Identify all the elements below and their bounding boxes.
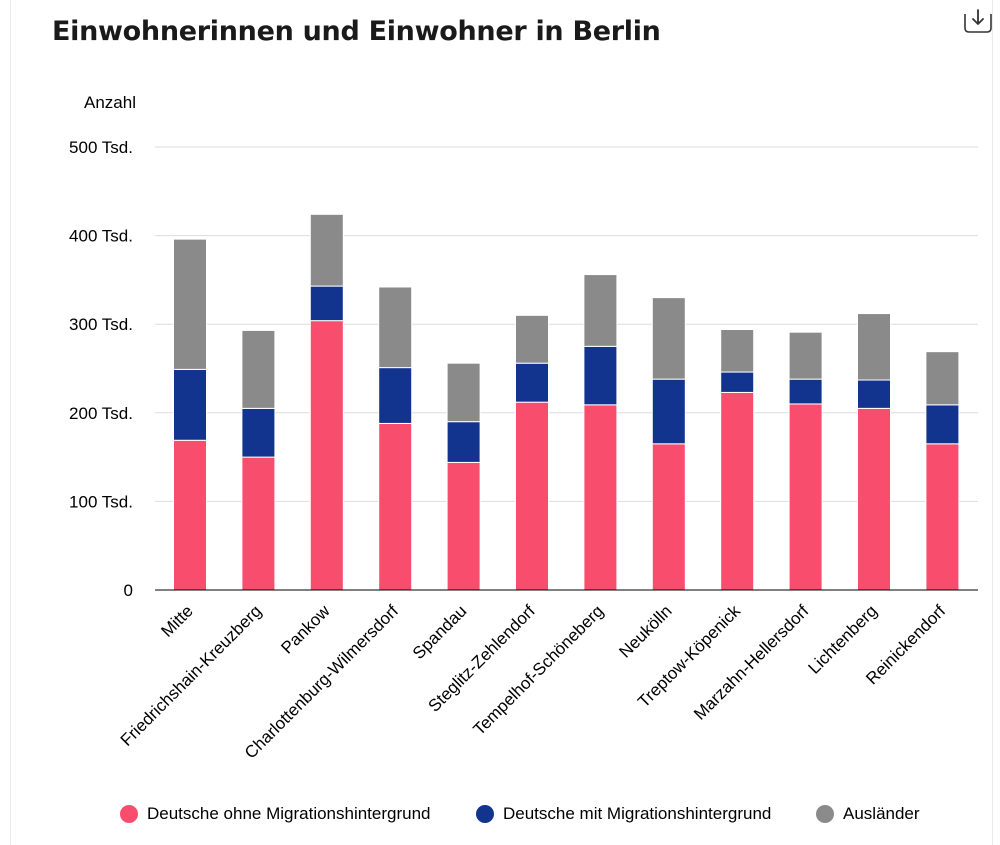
grid-lines — [155, 146, 978, 502]
x-tick-label: Marzahn-Hellersdorf — [690, 601, 813, 724]
bar-segment[interactable] — [241, 329, 276, 409]
y-tick-label: 300 Tsd. — [69, 315, 133, 334]
bar-segment[interactable] — [309, 213, 344, 287]
frame-left-rule — [10, 0, 11, 845]
bar-segment[interactable] — [241, 407, 276, 458]
bar-segment[interactable] — [446, 362, 481, 423]
bar-segment[interactable] — [788, 378, 823, 405]
bar-segment[interactable] — [515, 401, 549, 591]
bar-segment[interactable] — [515, 362, 549, 403]
bar-chart: 0 100 Tsd. 200 Tsd. 300 Tsd. 400 Tsd. 500 Tsd… — [69, 93, 978, 763]
legend-label: Deutsche mit Migrationshintergrund — [503, 804, 772, 823]
legend-label: Deutsche ohne Migrationshintergrund — [147, 804, 431, 823]
y-tick-label: 200 Tsd. — [69, 404, 133, 423]
bar-segment[interactable] — [515, 314, 549, 364]
bar-segment[interactable] — [925, 443, 960, 591]
legend-item-auslaender[interactable]: Ausländer — [816, 804, 920, 824]
bar-segment[interactable] — [446, 421, 481, 463]
bar-segment[interactable] — [173, 238, 207, 370]
bar-segment[interactable] — [309, 320, 344, 591]
bar-segment[interactable] — [378, 286, 413, 369]
frame-right-rule — [992, 0, 993, 845]
chart-title: Einwohnerinnen und Einwohner in Berlin — [52, 16, 661, 47]
download-icon — [964, 9, 992, 33]
legend-item-deutsche-ohne[interactable]: Deutsche ohne Migrationshintergrund — [120, 804, 431, 824]
y-tick-label: 400 Tsd. — [69, 227, 133, 246]
y-tick-label: 0 — [124, 581, 133, 600]
bar-segment[interactable] — [651, 378, 686, 445]
x-tick-label: Pankow — [277, 601, 334, 658]
x-tick-label: Tempelhof-Schöneberg — [469, 601, 607, 739]
legend-marker — [816, 805, 834, 823]
bar-segment[interactable] — [857, 407, 891, 591]
bar-segment[interactable] — [651, 297, 686, 380]
x-tick-label: Friedrichshain-Kreuzberg — [117, 601, 265, 749]
y-axis-ticks: 0 100 Tsd. 200 Tsd. 300 Tsd. 400 Tsd. 500 Tsd… — [69, 138, 133, 600]
bar-segment[interactable] — [583, 274, 618, 347]
bar-segment[interactable] — [309, 285, 344, 322]
legend-label: Ausländer — [843, 804, 920, 823]
bar-segment[interactable] — [173, 368, 207, 441]
legend: Deutsche ohne Migrationshintergrund Deut… — [0, 804, 1000, 834]
legend-marker — [120, 805, 138, 823]
bar-segment[interactable] — [720, 371, 755, 393]
bar-segment[interactable] — [720, 329, 755, 373]
x-tick-label: Spandau — [409, 601, 471, 663]
bar-segment[interactable] — [857, 379, 891, 409]
x-tick-label: Mitte — [157, 601, 196, 640]
bar-segment[interactable] — [925, 404, 960, 445]
bar-segment[interactable] — [378, 367, 413, 424]
bars — [173, 213, 960, 591]
bar-segment[interactable] — [651, 443, 686, 591]
legend-marker — [476, 805, 494, 823]
bar-segment[interactable] — [378, 422, 413, 591]
y-axis-label: Anzahl — [84, 93, 136, 112]
bar-segment[interactable] — [583, 404, 618, 591]
x-tick-label: Lichtenberg — [805, 601, 881, 677]
bar-segment[interactable] — [241, 456, 276, 591]
bar-segment[interactable] — [788, 403, 823, 591]
bar-segment[interactable] — [788, 331, 823, 380]
bar-segment[interactable] — [720, 391, 755, 591]
y-tick-label: 100 Tsd. — [69, 492, 133, 511]
download-button[interactable] — [962, 6, 994, 36]
legend-item-deutsche-mit[interactable]: Deutsche mit Migrationshintergrund — [476, 804, 771, 824]
bar-segment[interactable] — [173, 439, 207, 591]
bar-segment[interactable] — [925, 351, 960, 406]
bar-segment[interactable] — [583, 345, 618, 406]
bar-segment[interactable] — [857, 313, 891, 381]
bar-segment[interactable] — [446, 461, 481, 591]
x-tick-label: Neukölln — [615, 601, 675, 661]
y-tick-label: 500 Tsd. — [69, 138, 133, 157]
